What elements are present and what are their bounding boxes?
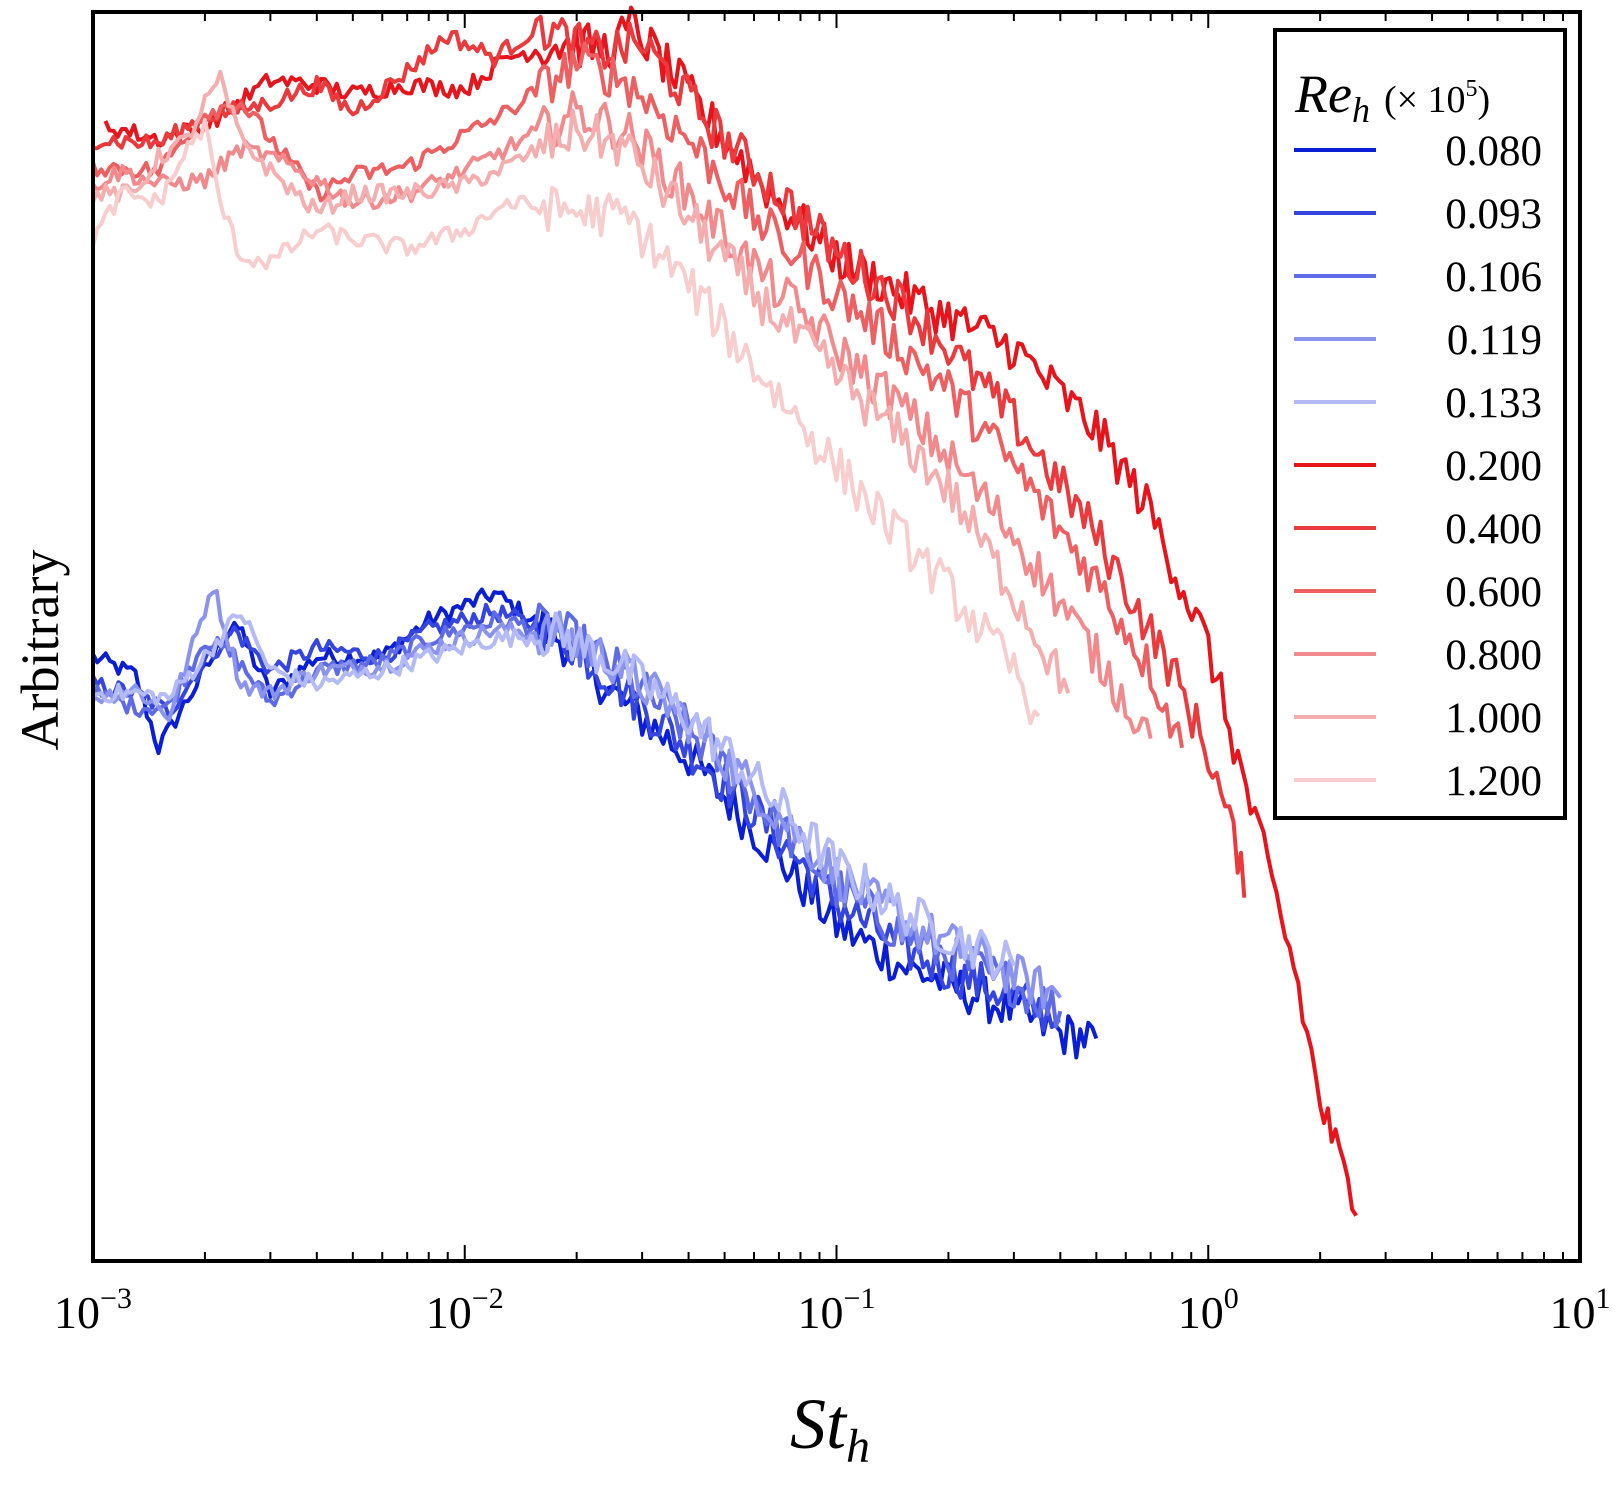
x-tick-exponent: 0 (1224, 1282, 1239, 1315)
legend-label: 0.106 (1445, 254, 1542, 301)
legend-label: 0.600 (1445, 569, 1542, 616)
x-tick-base: 10 (54, 1287, 100, 1338)
y-axis-title: Arbitrary (10, 550, 70, 751)
legend-item: 0.400 (1294, 506, 1542, 553)
legend-item: 0.133 (1294, 380, 1542, 427)
x-tick-exponent: 1 (1596, 1282, 1611, 1315)
legend-title-sub: h (1352, 90, 1370, 130)
x-tick-base: 10 (1178, 1287, 1224, 1338)
legend-title-unit-suffix: ) (1478, 79, 1491, 121)
series-line-0.119 (92, 589, 1062, 1010)
legend-label: 1.000 (1445, 695, 1542, 742)
legend-item: 0.600 (1294, 569, 1542, 616)
x-tick-exponent: −2 (472, 1282, 504, 1315)
series-line-0.133 (92, 611, 1016, 981)
legend-item: 0.200 (1294, 443, 1542, 490)
legend-label: 1.200 (1445, 758, 1542, 805)
series-line-0.600 (91, 41, 1184, 749)
x-tick-label: 10−2 (426, 1282, 504, 1338)
legend-item: 0.119 (1294, 317, 1542, 364)
tick-layer (92, 12, 1581, 1261)
series-line-1.000 (91, 69, 1071, 694)
legend-label: 0.400 (1445, 506, 1542, 553)
x-tick-base: 10 (1550, 1287, 1596, 1338)
x-tick-base: 10 (798, 1287, 844, 1338)
legend-box (1273, 28, 1567, 820)
x-tick-exponent: −3 (100, 1282, 132, 1315)
legend-label: 0.133 (1445, 380, 1542, 427)
legend-title: Reh (× 105) (1294, 64, 1490, 130)
x-tick-label: 101 (1550, 1282, 1611, 1338)
x-axis-title-sub: h (846, 1420, 870, 1473)
legend-items: 0.080 0.093 0.106 0.119 0.133 0.200 0.400 0.600… (1294, 128, 1542, 805)
legend-label: 0.800 (1445, 632, 1542, 679)
legend-item: 0.080 (1294, 128, 1542, 175)
x-tick-label: 100 (1178, 1282, 1239, 1338)
legend-label: 0.093 (1445, 191, 1542, 238)
x-axis-title: Sth (790, 1384, 870, 1473)
legend-label: 0.200 (1445, 443, 1542, 490)
x-tick-exponent: −1 (844, 1282, 876, 1315)
series-line-1.200 (91, 118, 1041, 726)
legend-label: 0.080 (1445, 128, 1542, 175)
x-tick-labels: 10−3 10−2 10−1 100 101 (54, 1282, 1610, 1338)
legend-item: 0.800 (1294, 632, 1542, 679)
legend-title-unit-exp: 5 (1466, 76, 1478, 102)
legend-item: 0.106 (1294, 254, 1542, 301)
legend: Reh (× 105) 0.080 0.093 0.106 0.119 0.133 0.20… (1273, 28, 1567, 820)
x-tick-base: 10 (426, 1287, 472, 1338)
legend-item: 0.093 (1294, 191, 1542, 238)
series-layer (91, 5, 1358, 1217)
series-line-0.400 (93, 14, 1247, 898)
legend-title-unit-prefix: (× 10 (1384, 79, 1466, 121)
x-axis-title-main: St (790, 1384, 848, 1464)
legend-item: 1.200 (1294, 758, 1542, 805)
series-line-0.800 (91, 90, 1153, 740)
legend-item: 1.000 (1294, 695, 1542, 742)
x-tick-label: 10−1 (798, 1282, 876, 1338)
legend-label: 0.119 (1447, 317, 1542, 364)
x-tick-label: 10−3 (54, 1282, 132, 1338)
legend-title-main: Re (1294, 64, 1352, 124)
